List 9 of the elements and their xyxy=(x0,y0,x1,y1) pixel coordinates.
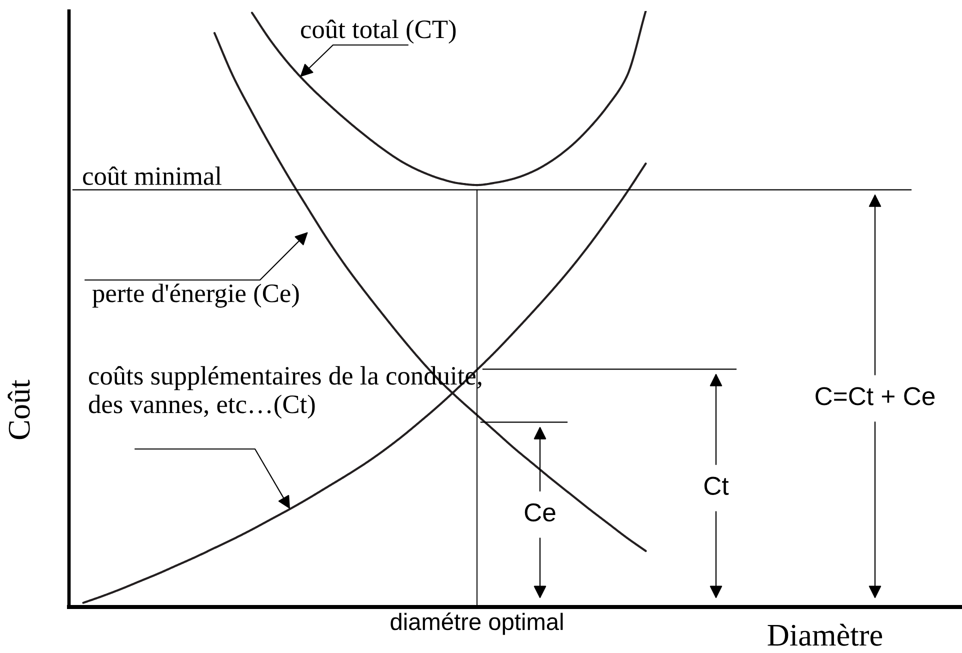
ref-line-label: coût minimal xyxy=(83,166,222,186)
annotation: Ct xyxy=(704,476,729,495)
x-axis-title: Diamètre xyxy=(768,624,882,646)
annotation: C=Ct + Ce xyxy=(816,387,935,406)
y-axis-title: Coût xyxy=(8,380,30,440)
series-label: perte d'énergie (Ce) xyxy=(92,284,299,308)
series-label: coût total (CT) xyxy=(301,20,456,44)
annotation: Ce xyxy=(524,503,556,522)
text: diamétre optimal xyxy=(390,612,563,635)
